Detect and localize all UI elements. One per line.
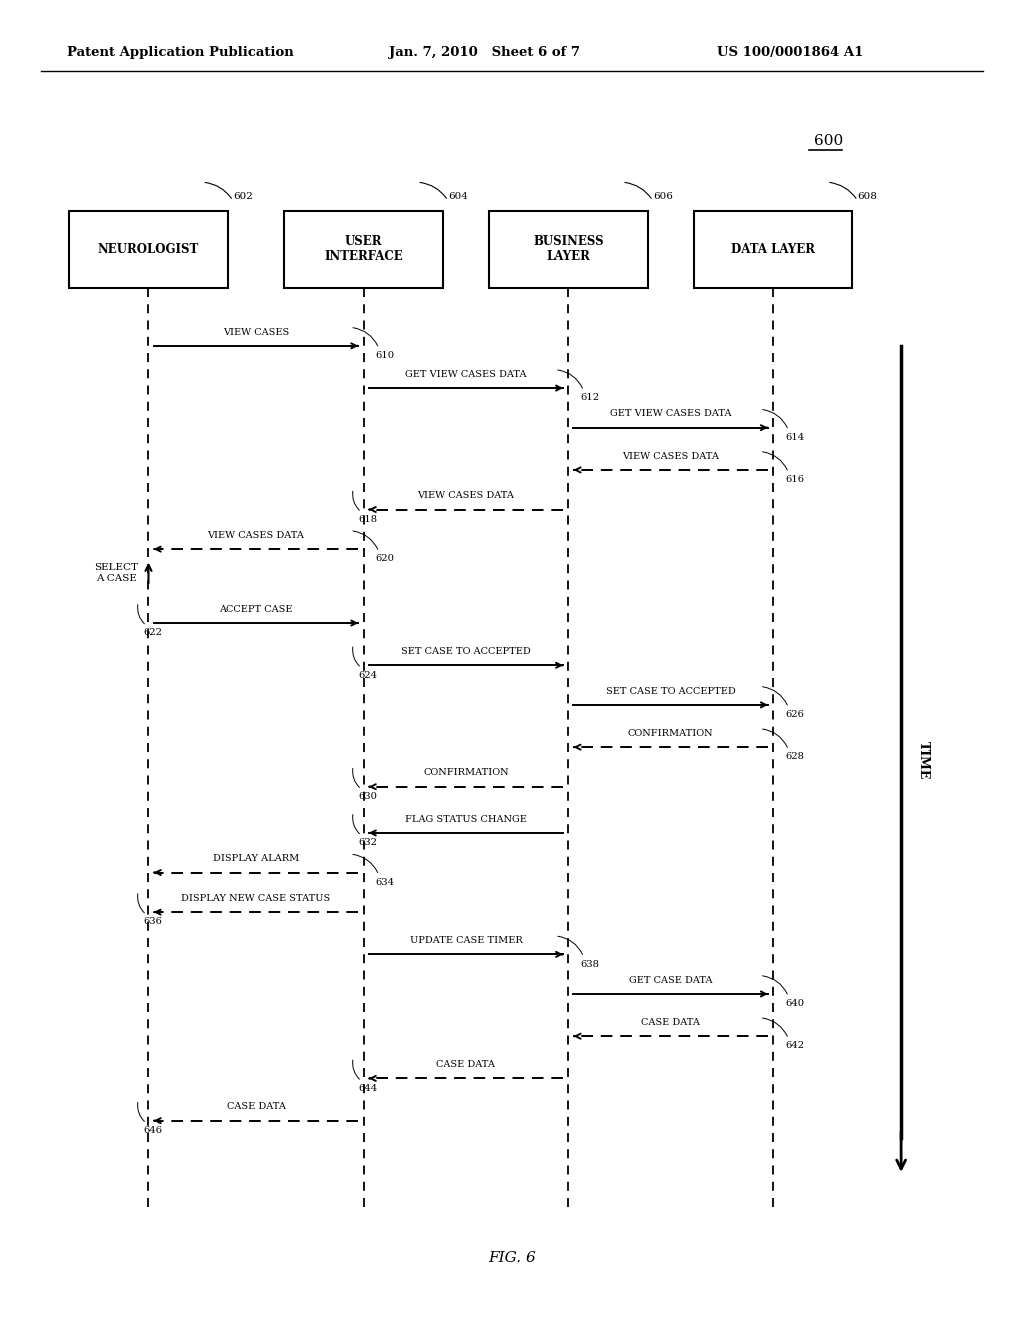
- Text: GET CASE DATA: GET CASE DATA: [629, 975, 713, 985]
- Text: SET CASE TO ACCEPTED: SET CASE TO ACCEPTED: [401, 647, 530, 656]
- Text: NEUROLOGIST: NEUROLOGIST: [98, 243, 199, 256]
- Text: UPDATE CASE TIMER: UPDATE CASE TIMER: [410, 936, 522, 945]
- Text: 612: 612: [581, 393, 600, 403]
- Text: VIEW CASES: VIEW CASES: [223, 327, 289, 337]
- Text: 614: 614: [785, 433, 805, 442]
- Text: SET CASE TO ACCEPTED: SET CASE TO ACCEPTED: [606, 686, 735, 696]
- Text: 616: 616: [785, 475, 805, 484]
- Text: DATA LAYER: DATA LAYER: [731, 243, 815, 256]
- Text: 618: 618: [358, 515, 378, 524]
- Text: GET VIEW CASES DATA: GET VIEW CASES DATA: [406, 370, 526, 379]
- Text: 622: 622: [143, 628, 163, 638]
- Text: 604: 604: [449, 191, 468, 201]
- Text: BUSINESS
LAYER: BUSINESS LAYER: [534, 235, 603, 264]
- Text: 636: 636: [143, 917, 162, 927]
- Text: CASE DATA: CASE DATA: [436, 1060, 496, 1069]
- Text: 646: 646: [143, 1126, 163, 1135]
- Text: 642: 642: [785, 1041, 805, 1051]
- Text: CASE DATA: CASE DATA: [226, 1102, 286, 1111]
- Bar: [69, 211, 227, 288]
- Text: 602: 602: [232, 191, 253, 201]
- Text: 620: 620: [376, 554, 395, 564]
- Text: CONFIRMATION: CONFIRMATION: [423, 768, 509, 777]
- Text: ACCEPT CASE: ACCEPT CASE: [219, 605, 293, 614]
- Text: 640: 640: [785, 999, 805, 1008]
- Text: 606: 606: [653, 191, 673, 201]
- Text: VIEW CASES DATA: VIEW CASES DATA: [623, 451, 719, 461]
- Text: USER
INTERFACE: USER INTERFACE: [325, 235, 402, 264]
- Text: 630: 630: [358, 792, 378, 801]
- Text: FIG. 6: FIG. 6: [488, 1251, 536, 1265]
- Text: 632: 632: [358, 838, 378, 847]
- Text: GET VIEW CASES DATA: GET VIEW CASES DATA: [610, 409, 731, 418]
- Text: SELECT
A CASE: SELECT A CASE: [94, 564, 138, 582]
- Text: Patent Application Publication: Patent Application Publication: [67, 46, 293, 59]
- Text: 608: 608: [858, 191, 878, 201]
- Text: 644: 644: [358, 1084, 378, 1093]
- Text: VIEW CASES DATA: VIEW CASES DATA: [208, 531, 304, 540]
- Text: DISPLAY NEW CASE STATUS: DISPLAY NEW CASE STATUS: [181, 894, 331, 903]
- Text: US 100/0001864 A1: US 100/0001864 A1: [717, 46, 863, 59]
- Bar: [489, 211, 648, 288]
- Text: FLAG STATUS CHANGE: FLAG STATUS CHANGE: [404, 814, 527, 824]
- Text: Jan. 7, 2010   Sheet 6 of 7: Jan. 7, 2010 Sheet 6 of 7: [389, 46, 581, 59]
- Text: CASE DATA: CASE DATA: [641, 1018, 700, 1027]
- Text: TIME: TIME: [918, 741, 930, 780]
- Text: 628: 628: [785, 752, 805, 762]
- Text: 638: 638: [581, 960, 600, 969]
- Text: 634: 634: [376, 878, 395, 887]
- Text: 600: 600: [814, 135, 844, 148]
- Text: 610: 610: [376, 351, 395, 360]
- Text: VIEW CASES DATA: VIEW CASES DATA: [418, 491, 514, 500]
- Bar: [284, 211, 442, 288]
- Text: 624: 624: [358, 671, 378, 680]
- Text: DISPLAY ALARM: DISPLAY ALARM: [213, 854, 299, 863]
- Bar: [694, 211, 852, 288]
- Text: 626: 626: [785, 710, 804, 719]
- Text: CONFIRMATION: CONFIRMATION: [628, 729, 714, 738]
